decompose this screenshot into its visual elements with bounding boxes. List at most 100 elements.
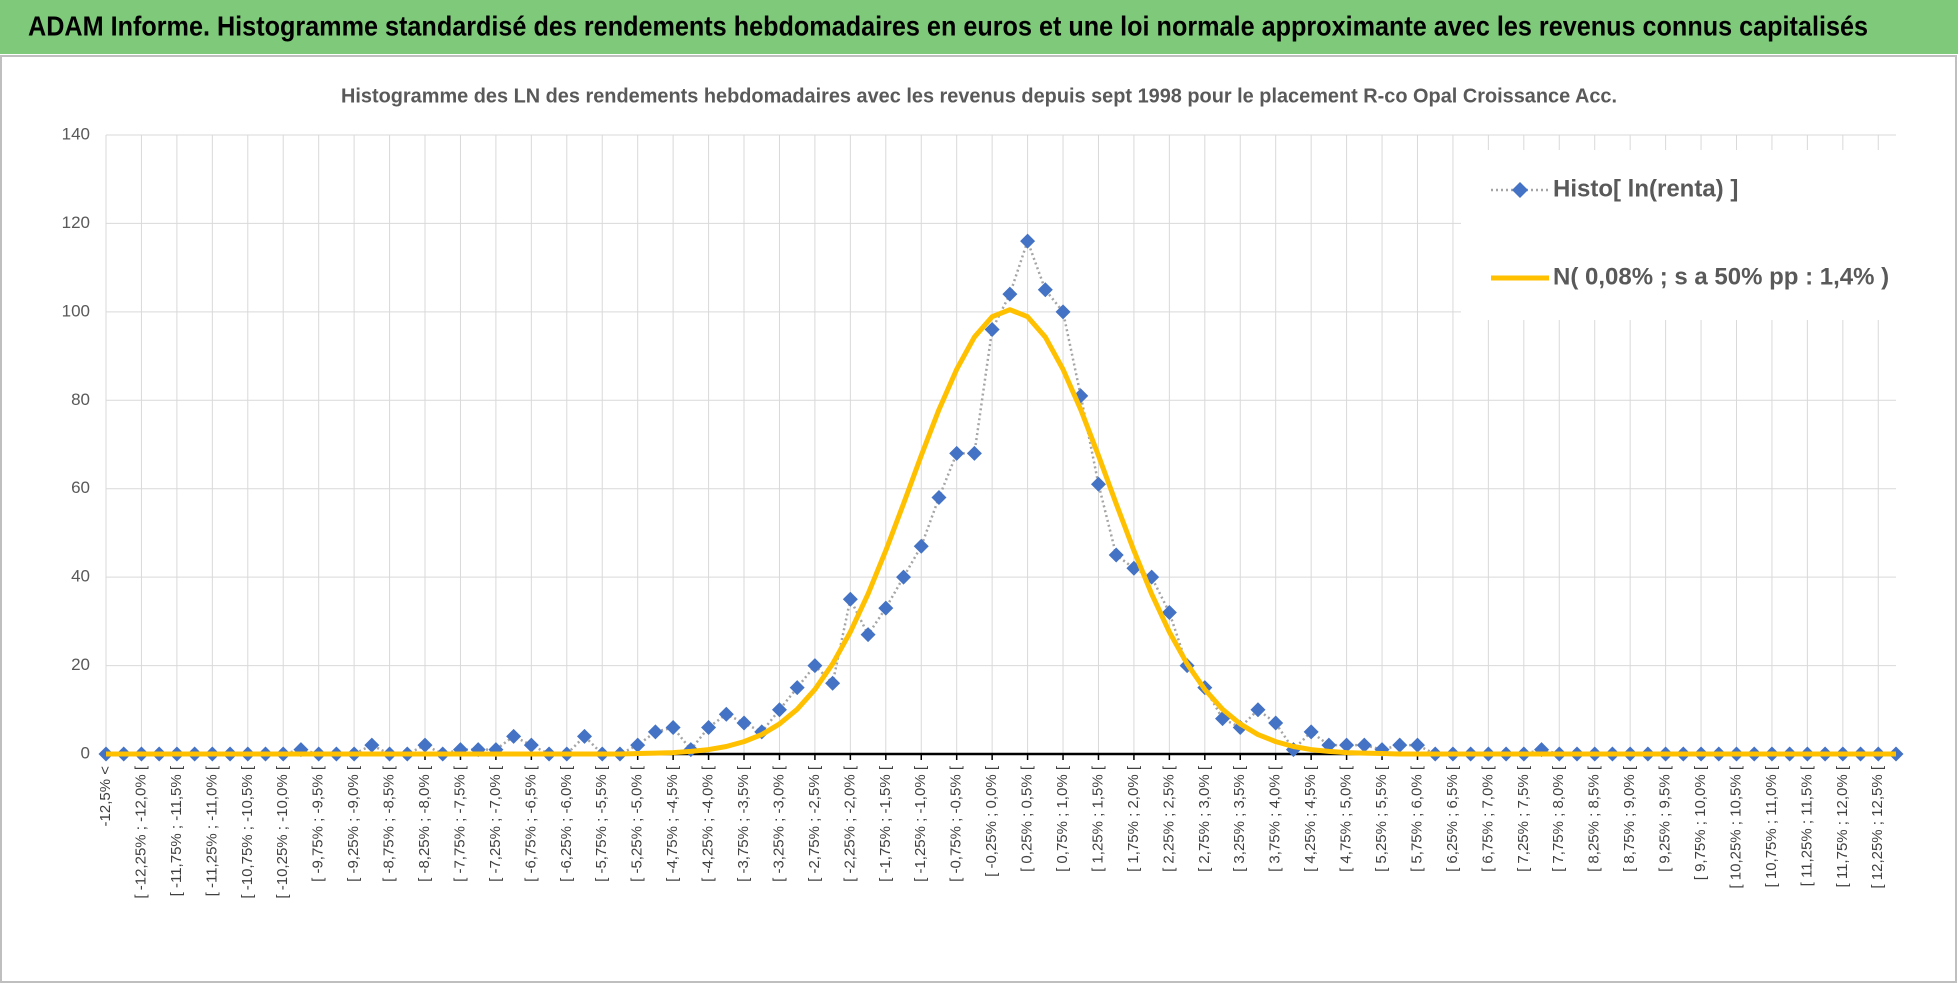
x-tick-label: [ -1,75% ; -1,5% [: [877, 765, 894, 882]
legend-background: [1461, 150, 1896, 320]
x-tick-label: [ -3,75% ; -3,5% [: [735, 765, 752, 882]
x-tick-label: [ 0,25% ; 0,5% [: [1019, 765, 1036, 872]
data-point: [736, 715, 752, 731]
x-tick-label: [ -10,25% ; -10,0% [: [274, 765, 291, 898]
x-tick-label: [ -5,25% ; -5,0% [: [629, 765, 646, 882]
x-tick-label: [ -9,25% ; -9,0% [: [345, 765, 362, 882]
y-tick-label: 0: [81, 743, 90, 762]
data-point: [665, 719, 681, 735]
legend-label: Histo[ ln(renta) ]: [1553, 175, 1738, 202]
x-tick-label: [ 7,75% ; 8,0% [: [1550, 765, 1567, 872]
data-point: [1268, 715, 1284, 731]
header-title: ADAM Informe. Histogramme standardisé de…: [28, 10, 1868, 41]
data-point: [860, 627, 876, 643]
x-tick-label: [ 5,75% ; 6,0% [: [1408, 765, 1425, 872]
data-point: [1250, 702, 1266, 718]
x-tick-label: [ -1,25% ; -1,0% [: [912, 765, 929, 882]
x-tick-label: [ 2,25% ; 2,5% [: [1160, 765, 1177, 872]
x-tick-label: [ -11,25% ; -11,0% [: [203, 765, 220, 896]
data-point: [364, 737, 380, 753]
x-tick-label: [ 9,25% ; 9,5% [: [1657, 765, 1674, 872]
header-bar: [0, 0, 1958, 54]
x-tick-label: [ 8,75% ; 9,0% [: [1621, 765, 1638, 872]
x-tick-label: [ -4,75% ; -4,5% [: [664, 765, 681, 882]
y-tick-label: 60: [71, 478, 90, 497]
data-point: [1303, 724, 1319, 740]
x-tick-label: [ 11,25% ; 11,5% [: [1798, 765, 1815, 886]
x-tick-label: [ -0,25% ; 0,0% [: [983, 765, 1000, 877]
y-tick-label: 80: [71, 390, 90, 409]
x-tick-label: [ 1,75% ; 2,0% [: [1125, 765, 1142, 872]
data-point: [1002, 286, 1018, 302]
x-tick-label: [ 10,25% ; 10,5% [: [1727, 765, 1744, 888]
x-tick-label: [ 9,75% ; 10,0% [: [1692, 765, 1709, 880]
x-tick-label: [ -2,25% ; -2,0% [: [841, 765, 858, 882]
legend-marker: [1512, 182, 1528, 198]
data-point: [630, 737, 646, 753]
y-tick-label: 20: [71, 655, 90, 674]
data-point: [984, 322, 1000, 338]
data-point: [878, 600, 894, 616]
y-tick-label: 140: [62, 124, 90, 143]
x-tick-label: [ 2,75% ; 3,0% [: [1196, 765, 1213, 872]
data-point: [506, 728, 522, 744]
y-tick-label: 120: [62, 213, 90, 232]
x-tick-label: [ 5,25% ; 5,5% [: [1373, 765, 1390, 872]
x-tick-label: [ -8,25% ; -8,0% [: [416, 765, 433, 882]
x-tick-label: [ 10,75% ; 11,0% [: [1763, 765, 1780, 887]
data-point: [807, 658, 823, 674]
x-tick-label: [ 4,25% ; 4,5% [: [1302, 765, 1319, 872]
chart-frame: [0, 55, 1957, 983]
x-tick-label: [ -5,75% ; -5,5% [: [593, 765, 610, 882]
x-tick-label: -12,5% <: [97, 766, 114, 827]
data-point: [825, 675, 841, 691]
x-tick-label: [ -0,75% ; -0,5% [: [948, 765, 965, 882]
data-point: [1339, 737, 1355, 753]
data-point: [1020, 233, 1036, 249]
data-point: [718, 706, 734, 722]
data-point: [1356, 737, 1372, 753]
data-point: [842, 591, 858, 607]
data-point: [1037, 282, 1053, 298]
x-tick-label: [ 6,25% ; 6,5% [: [1444, 765, 1461, 872]
x-tick-label: [ -8,75% ; -8,5% [: [381, 765, 398, 882]
legend-label: N( 0,08% ; s a 50% pp : 1,4% ): [1553, 263, 1889, 290]
x-tick-label: [ -9,75% ; -9,5% [: [310, 765, 327, 882]
x-tick-label: [ -7,75% ; -7,5% [: [451, 765, 468, 882]
data-point: [1409, 737, 1425, 753]
data-point: [701, 719, 717, 735]
data-point: [913, 538, 929, 554]
y-tick-label: 100: [62, 301, 90, 320]
x-tick-label: [ -10,75% ; -10,5% [: [239, 765, 256, 898]
data-point: [1055, 304, 1071, 320]
data-point: [896, 569, 912, 585]
data-point: [789, 680, 805, 696]
data-point: [577, 728, 593, 744]
x-tick-label: [ 6,75% ; 7,0% [: [1479, 765, 1496, 872]
data-point: [949, 445, 965, 461]
data-point: [931, 490, 947, 506]
data-point: [417, 737, 433, 753]
x-tick-label: [ 3,75% ; 4,0% [: [1267, 765, 1284, 872]
x-tick-label: [ -11,75% ; -11,5% [: [168, 765, 185, 896]
x-tick-label: [ -6,25% ; -6,0% [: [558, 765, 575, 882]
y-tick-label: 40: [71, 567, 90, 586]
x-tick-label: [ -4,25% ; -4,0% [: [700, 765, 717, 882]
data-point: [1392, 737, 1408, 753]
x-tick-label: [ 3,25% ; 3,5% [: [1231, 765, 1248, 872]
x-tick-label: [ -2,75% ; -2,5% [: [806, 765, 823, 882]
x-tick-label: [ -7,25% ; -7,0% [: [487, 765, 504, 882]
x-tick-label: [ 11,75% ; 12,0% [: [1834, 765, 1851, 887]
x-tick-label: [ -12,25% ; -12,0% [: [132, 765, 149, 898]
x-tick-label: [ -6,75% ; -6,5% [: [522, 765, 539, 882]
data-point: [1161, 605, 1177, 621]
series-line: [106, 307, 1896, 757]
x-tick-label: [ 1,25% ; 1,5% [: [1089, 765, 1106, 872]
x-tick-label: [ -3,25% ; -3,0% [: [770, 765, 787, 882]
data-point: [1090, 476, 1106, 492]
data-point: [523, 737, 539, 753]
data-point: [771, 702, 787, 718]
data-point: [966, 445, 982, 461]
chart-title: Histogramme des LN des rendements hebdom…: [341, 85, 1617, 107]
